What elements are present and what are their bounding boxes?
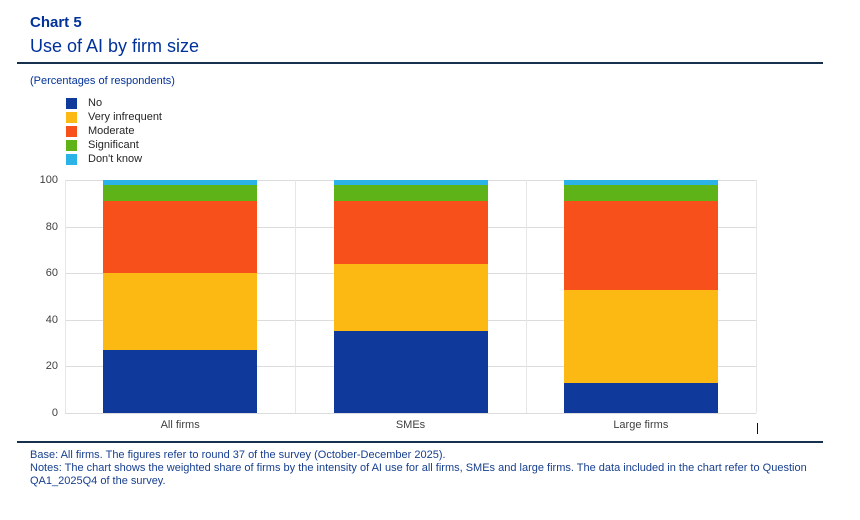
- legend-item: Significant: [66, 138, 162, 152]
- y-tick-label: 100: [39, 174, 58, 186]
- x-category-label: All firms: [160, 419, 200, 431]
- legend-item: Don't know: [66, 152, 162, 166]
- x-category-label: SMEs: [395, 419, 426, 431]
- bar-segment-all-firms-very-infrequent: [103, 273, 258, 351]
- text-cursor-mark: [757, 423, 758, 434]
- gridline-vertical: [525, 180, 527, 413]
- gridline-horizontal: [65, 413, 756, 414]
- legend-item: Very infrequent: [66, 110, 162, 124]
- units-label: (Percentages of respondents): [30, 75, 175, 87]
- legend-label: Significant: [88, 139, 139, 151]
- footer-base-line: Base: All firms. The figures refer to ro…: [30, 449, 446, 461]
- legend-swatch: [66, 153, 77, 165]
- bottom-divider: [17, 441, 823, 443]
- bar-segment-all-firms-no: [103, 350, 258, 413]
- gridline-vertical: [295, 180, 297, 413]
- y-tick-label: 80: [45, 220, 58, 233]
- page-title: Use of AI by firm size: [30, 36, 200, 56]
- bar-segment-all-firms-don-t-know: [103, 180, 258, 185]
- gridline-vertical: [756, 180, 757, 413]
- bar-segment-large-firms-very-infrequent: [563, 289, 718, 383]
- bar-segment-smes-very-infrequent: [333, 263, 488, 332]
- bar-segment-all-firms-moderate: [103, 200, 258, 274]
- legend-label: Very infrequent: [88, 111, 162, 123]
- y-tick-label: 40: [45, 313, 58, 326]
- legend-swatch: [66, 139, 77, 151]
- legend-label: No: [88, 97, 103, 109]
- footer-notes-line: Notes: The chart shows the weighted shar…: [30, 462, 807, 474]
- bar-segment-smes-moderate: [333, 200, 488, 264]
- legend-item: No: [66, 96, 162, 110]
- plot-area: [65, 180, 757, 414]
- bar-segment-large-firms-significant: [563, 184, 718, 201]
- x-category-label: Large firms: [613, 419, 669, 431]
- legend-swatch: [66, 97, 77, 109]
- bar-segment-large-firms-moderate: [563, 200, 718, 290]
- footer-notes-line: QA1_2025Q4 of the survey.: [30, 475, 166, 487]
- legend-label: Moderate: [88, 125, 135, 137]
- bar-segment-smes-significant: [333, 184, 488, 201]
- bar-segment-all-firms-significant: [103, 184, 258, 201]
- chart-number: Chart 5: [30, 14, 82, 31]
- legend: No Very infrequent Moderate Significant Don'…: [66, 96, 162, 166]
- y-tick-label: 60: [45, 267, 58, 280]
- bar-segment-smes-don-t-know: [333, 180, 488, 185]
- legend-item: Moderate: [66, 124, 162, 138]
- bar-segment-large-firms-no: [563, 382, 718, 413]
- y-tick-label: 20: [45, 360, 58, 373]
- bar-segment-large-firms-don-t-know: [563, 180, 718, 185]
- legend-swatch: [66, 111, 77, 123]
- bar-segment-smes-no: [333, 331, 488, 413]
- y-tick-label: 0: [51, 407, 58, 419]
- footer-notes: Base: All firms. The figures refer to ro…: [30, 449, 830, 488]
- legend-label: Don't know: [88, 153, 143, 165]
- top-divider: [17, 62, 823, 64]
- gridline-vertical: [65, 180, 66, 413]
- legend-swatch: [66, 125, 77, 137]
